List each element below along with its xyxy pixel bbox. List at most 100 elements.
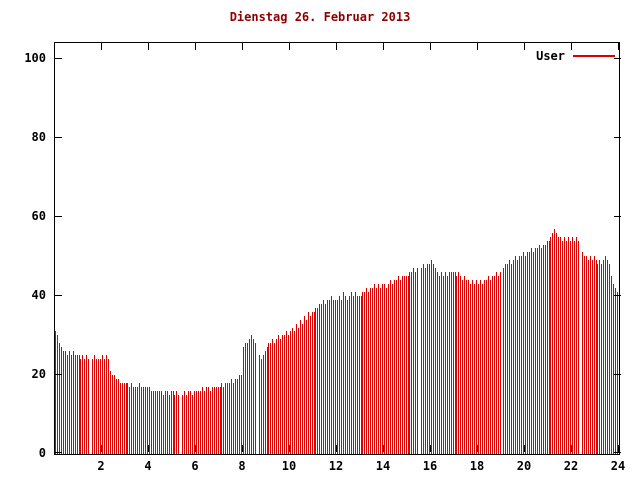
bar — [82, 355, 83, 454]
tick-mark — [383, 43, 384, 50]
bar — [498, 276, 499, 454]
bar — [611, 276, 612, 454]
bar — [110, 371, 111, 454]
bar — [171, 391, 172, 454]
bar — [149, 387, 150, 454]
bar — [507, 264, 508, 454]
bar — [145, 387, 146, 454]
bar — [267, 347, 268, 454]
bar — [255, 343, 256, 454]
bar — [188, 391, 189, 454]
bar — [92, 359, 93, 454]
bar — [198, 391, 199, 454]
tick-mark — [614, 374, 621, 375]
bar — [453, 272, 454, 454]
bar — [335, 300, 336, 454]
bar — [456, 276, 457, 454]
bar — [435, 268, 436, 454]
bar — [312, 312, 313, 454]
bar — [247, 343, 248, 454]
bar — [423, 264, 424, 454]
x-tick-label: 8 — [238, 459, 246, 473]
bar — [241, 375, 242, 454]
bar — [597, 264, 598, 454]
bar — [543, 245, 544, 454]
bar — [599, 260, 600, 454]
bar — [605, 256, 606, 454]
bar — [139, 383, 140, 454]
bar — [263, 355, 264, 454]
x-tick-label: 22 — [563, 459, 579, 473]
bar — [472, 280, 473, 454]
tick-mark — [289, 43, 290, 50]
bar — [137, 387, 138, 454]
y-tick-label: 0 — [38, 446, 46, 460]
bar — [249, 339, 250, 454]
bar — [120, 383, 121, 454]
bar — [127, 383, 128, 454]
bar — [79, 355, 80, 454]
bar — [184, 391, 185, 454]
bar — [59, 343, 60, 454]
bar — [67, 355, 68, 454]
bar — [167, 391, 168, 454]
bar — [439, 276, 440, 454]
tick-mark — [289, 445, 290, 452]
bar — [537, 248, 538, 454]
bar — [190, 391, 191, 454]
bar — [347, 300, 348, 454]
bar — [601, 264, 602, 454]
bar — [458, 272, 459, 454]
bar — [55, 331, 56, 454]
bar — [431, 260, 432, 454]
bar — [280, 339, 281, 454]
bar — [231, 379, 232, 454]
bar — [496, 272, 497, 454]
bar — [186, 395, 187, 454]
bar — [284, 335, 285, 454]
bar — [570, 241, 571, 454]
chart-title: Dienstag 26. Februar 2013 — [229, 10, 411, 24]
bar — [122, 383, 123, 454]
bar — [582, 252, 583, 454]
bar — [288, 335, 289, 454]
bar — [163, 395, 164, 454]
bar — [147, 387, 148, 454]
bar — [75, 355, 76, 454]
bar — [480, 280, 481, 454]
tick-mark — [430, 43, 431, 50]
bar — [486, 280, 487, 454]
tick-mark — [614, 452, 621, 453]
bar — [153, 391, 154, 454]
bar — [282, 335, 283, 454]
bar — [308, 312, 309, 454]
bar — [474, 284, 475, 454]
bar — [104, 359, 105, 454]
bar — [470, 284, 471, 454]
bar — [468, 280, 469, 454]
bar — [370, 288, 371, 454]
bar — [339, 296, 340, 454]
bar — [331, 296, 332, 454]
bar — [368, 292, 369, 454]
bar — [584, 256, 585, 454]
bar — [413, 268, 414, 454]
bar — [108, 359, 109, 454]
bar — [388, 284, 389, 454]
bar — [592, 260, 593, 454]
bar — [417, 268, 418, 454]
bar — [359, 296, 360, 454]
bar — [200, 391, 201, 454]
bar — [500, 272, 501, 454]
bar — [384, 284, 385, 454]
bar — [129, 387, 130, 454]
bar — [429, 264, 430, 454]
bar — [447, 276, 448, 454]
tick-mark — [430, 445, 431, 452]
bar — [353, 296, 354, 454]
bar — [607, 260, 608, 454]
bar — [276, 339, 277, 454]
tick-mark — [55, 58, 62, 59]
legend-line-sample — [573, 55, 615, 57]
y-tick-label: 20 — [31, 367, 46, 381]
